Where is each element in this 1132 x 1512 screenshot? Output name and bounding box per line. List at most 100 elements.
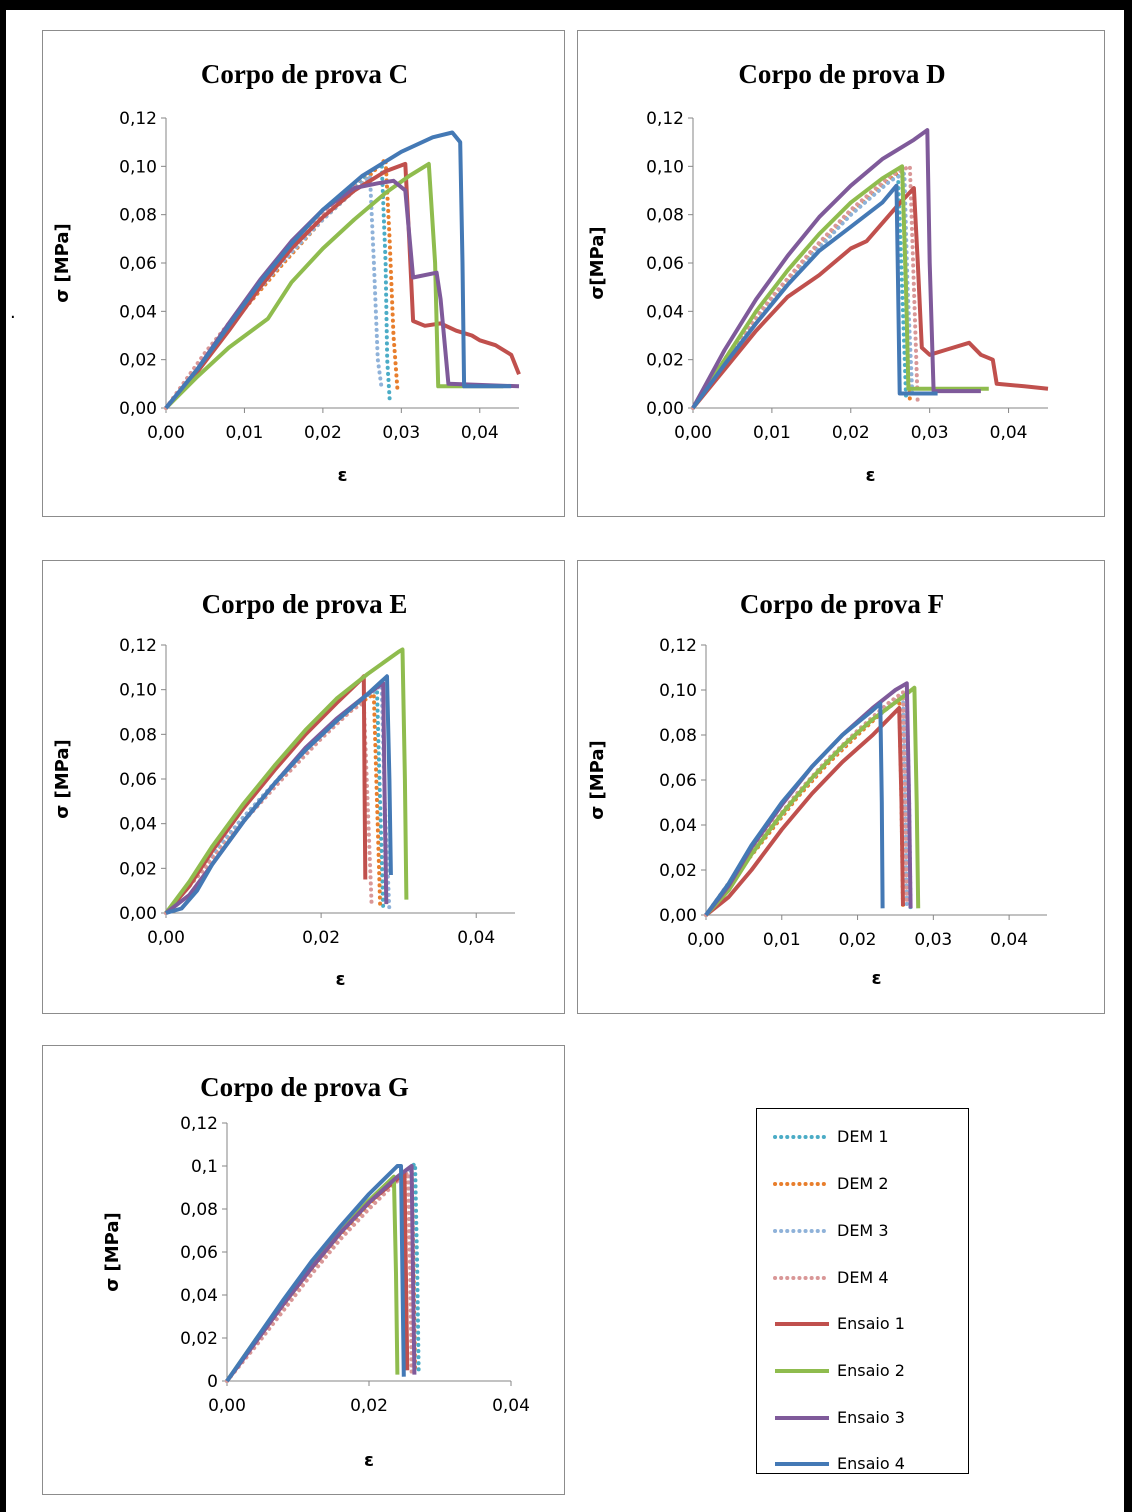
y-axis-label: σ [MPa]	[52, 223, 73, 303]
y-axis-label: σ [MPa]	[102, 1212, 123, 1292]
chart-title: Corpo de prova E	[202, 589, 408, 619]
x-tick-label: 0,04	[492, 1396, 530, 1416]
legend-label: Ensaio 4	[837, 1454, 905, 1473]
series-line-ensaio-1	[164, 161, 521, 410]
series-line-ensaio-1	[164, 674, 368, 915]
legend-item: DEM 3	[771, 1219, 966, 1243]
legend-item: Ensaio 3	[771, 1406, 966, 1430]
y-tick-label: 0,10	[119, 157, 157, 177]
y-tick-label: 0,06	[119, 254, 157, 274]
chart-title: Corpo de prova F	[740, 589, 944, 619]
legend-swatch	[773, 1182, 831, 1186]
series-line-ensaio-1	[691, 186, 1049, 410]
y-tick-label: 0,08	[119, 725, 157, 745]
x-tick-label: 0,03	[382, 423, 420, 443]
y-tick-label: 0,10	[646, 157, 684, 177]
x-tick-label: 0,03	[914, 930, 952, 950]
x-tick-label: 0,02	[832, 423, 870, 443]
y-tick-label: 0,00	[659, 906, 697, 926]
legend-swatch	[775, 1462, 829, 1466]
legend-label: DEM 3	[837, 1221, 889, 1240]
x-tick-label: 0,04	[990, 930, 1028, 950]
chart-panel-c: Corpo de prova C 0,00 0,02 0,04 0,06 0,08 0,10…	[42, 30, 565, 517]
x-tick-label: 0,01	[763, 930, 801, 950]
series-line-ensaio-3	[691, 128, 981, 409]
y-tick-label: 0	[207, 1372, 218, 1392]
legend-item: DEM 4	[771, 1266, 966, 1290]
legend-swatch	[773, 1229, 831, 1233]
x-tick-label: 0,00	[147, 928, 185, 948]
chart-title: Corpo de prova G	[200, 1072, 409, 1102]
x-tick-label: 0,00	[687, 930, 725, 950]
series-line-ensaio-3	[164, 178, 520, 410]
y-tick-label: 0,04	[119, 815, 157, 835]
series-line-ensaio-4	[225, 1164, 406, 1383]
legend-label: Ensaio 1	[837, 1314, 905, 1333]
y-tick-label: 0,12	[646, 109, 684, 129]
x-tick-label: 0,04	[461, 423, 499, 443]
y-tick-label: 0,12	[119, 636, 157, 656]
y-tick-label: 0,00	[646, 399, 684, 419]
x-tick-label: 0,04	[990, 423, 1028, 443]
chart-panel-f: Corpo de prova F 0,00 0,02 0,04 0,06 0,08 0,10…	[577, 560, 1105, 1014]
chart-svg: Corpo de prova D 0,00 0,02 0,04 0,06 0,08 0,10…	[587, 59, 1049, 486]
x-tick-label: 0,03	[911, 423, 949, 443]
y-tick-label: 0,02	[180, 1329, 218, 1349]
x-tick-label: 0,02	[302, 928, 340, 948]
series-line-dem-2	[164, 692, 383, 915]
y-tick-label: 0,10	[659, 681, 697, 701]
legend-item: DEM 2	[771, 1172, 966, 1196]
y-tick-label: 0,06	[180, 1243, 218, 1263]
x-axis-label: ε	[364, 1450, 374, 1471]
legend-swatch	[775, 1416, 829, 1420]
series-line-ensaio-4	[704, 701, 885, 917]
y-tick-label: 0,04	[659, 816, 697, 836]
series-line-ensaio-1	[704, 706, 905, 917]
legend-label: Ensaio 3	[837, 1408, 905, 1427]
y-tick-label: 0,06	[659, 771, 697, 791]
x-tick-label: 0,00	[674, 423, 712, 443]
y-tick-label: 0,08	[119, 206, 157, 226]
y-tick-label: 0,08	[646, 206, 684, 226]
chart-panel-e: Corpo de prova E 0,00 0,02 0,04 0,06 0,08 0,10…	[42, 560, 565, 1014]
series-line-dem-4	[225, 1170, 414, 1383]
series-line-ensaio-2	[691, 164, 989, 410]
y-tick-label: 0,12	[119, 109, 157, 129]
series-line-dem-4	[164, 701, 374, 915]
stray-mark: .	[10, 302, 16, 323]
x-tick-label: 0,01	[226, 423, 264, 443]
x-tick-label: 0,02	[350, 1396, 388, 1416]
legend-label: DEM 4	[837, 1268, 889, 1287]
series-line-dem-3	[691, 171, 915, 410]
x-tick-label: 0,00	[147, 423, 185, 443]
y-tick-label: 0,12	[659, 636, 697, 656]
x-axis-label: ε	[335, 969, 345, 990]
series-line-ensaio-4	[165, 674, 393, 915]
y-tick-label: 0,12	[180, 1114, 218, 1134]
series-line-ensaio-4	[164, 130, 512, 410]
legend-item: Ensaio 4	[771, 1452, 966, 1476]
x-tick-label: 0,04	[457, 928, 495, 948]
y-axis-label: σ [MPa]	[587, 740, 608, 820]
y-tick-label: 0,02	[646, 351, 684, 371]
x-axis-label: ε	[337, 465, 347, 486]
y-tick-label: 0,02	[119, 859, 157, 879]
y-tick-label: 0,04	[646, 302, 684, 322]
chart-svg: Corpo de prova G 0 0,02 0,04 0,06 0,08 0,1 0,12…	[102, 1072, 530, 1471]
chart-legend: DEM 1 DEM 2 DEM 3 DEM 4 Ensaio 1 Ensaio 2 Ensa…	[756, 1108, 969, 1474]
legend-label: DEM 1	[837, 1127, 889, 1146]
y-tick-label: 0,00	[119, 904, 157, 924]
chart-svg: Corpo de prova F 0,00 0,02 0,04 0,06 0,08 0,10…	[587, 589, 1047, 989]
y-tick-label: 0,10	[119, 681, 157, 701]
y-tick-label: 0,1	[191, 1157, 218, 1177]
y-axis-label: σ [MPa]	[52, 739, 73, 819]
legend-item: Ensaio 1	[771, 1312, 966, 1336]
chart-title: Corpo de prova D	[738, 59, 945, 89]
y-tick-label: 0,06	[646, 254, 684, 274]
chart-svg: Corpo de prova E 0,00 0,02 0,04 0,06 0,08 0,10…	[52, 589, 515, 990]
x-axis-label: ε	[871, 968, 881, 989]
series-line-ensaio-2	[164, 161, 504, 410]
series-line-ensaio-4	[691, 183, 938, 410]
y-tick-label: 0,08	[659, 726, 697, 746]
